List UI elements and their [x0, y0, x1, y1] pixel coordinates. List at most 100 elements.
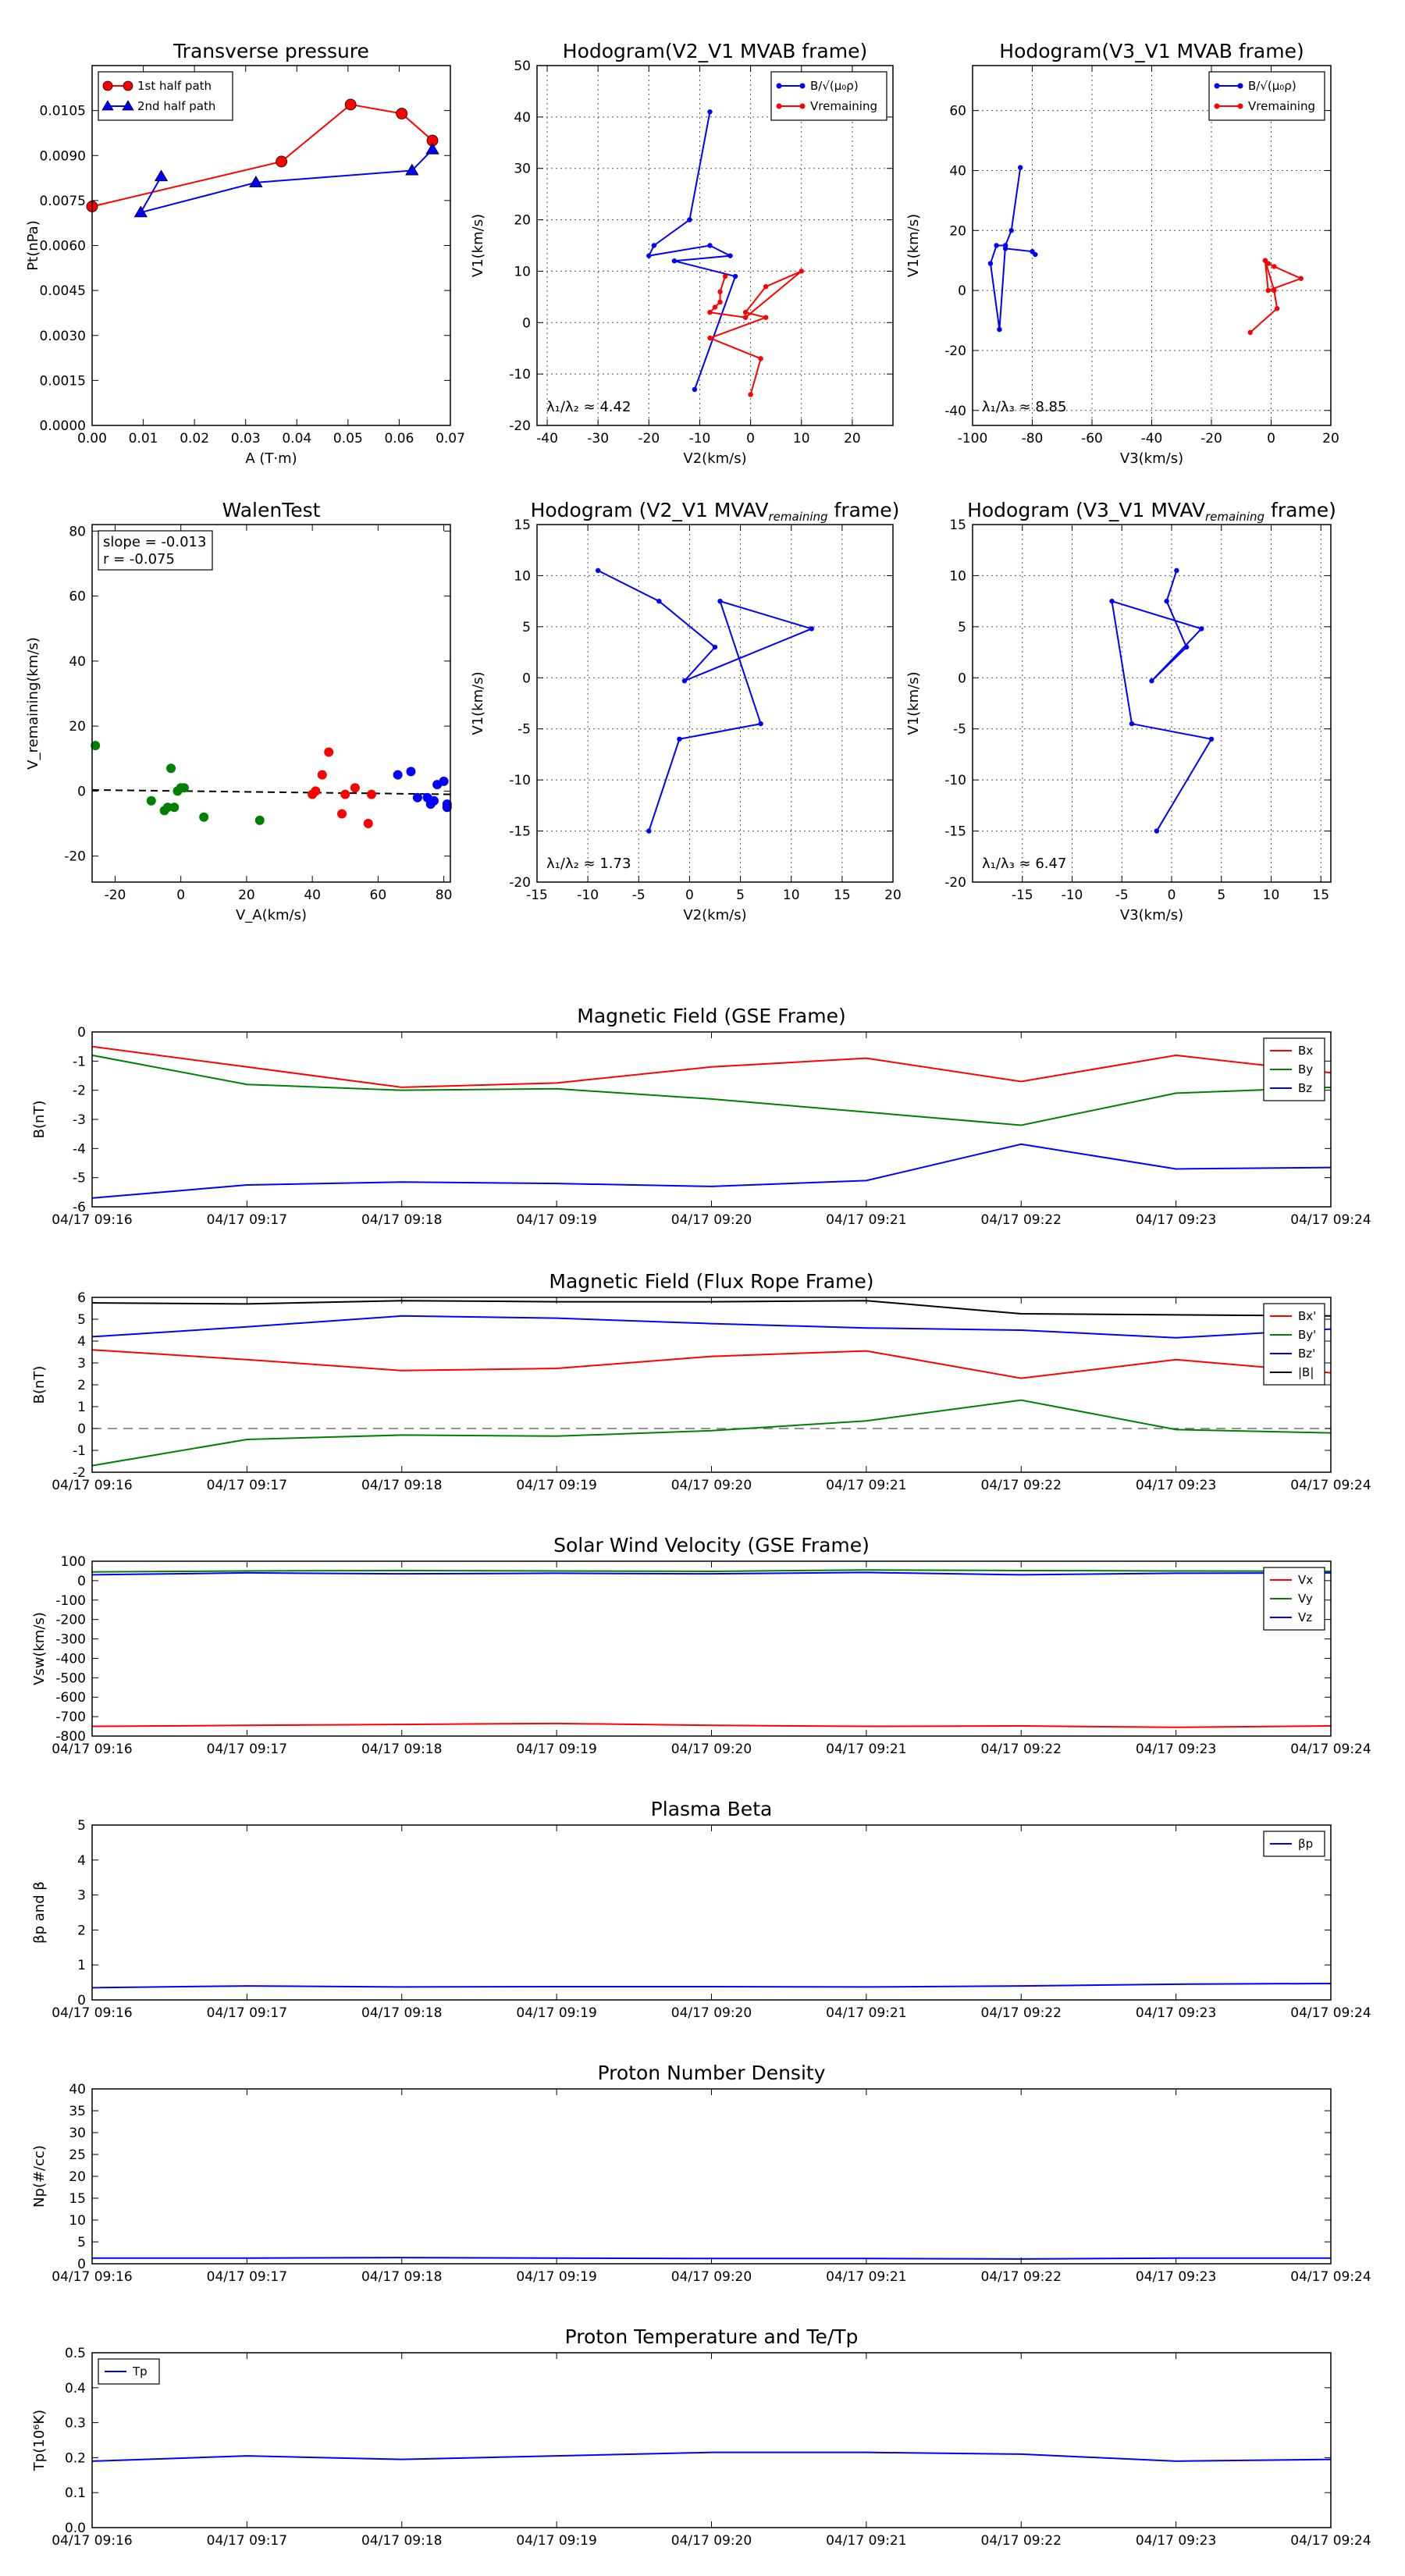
data-point [406, 767, 416, 777]
y-axis-label: V1(km/s) [905, 214, 922, 277]
data-point [393, 770, 403, 780]
y-tick-label: 10 [514, 264, 531, 279]
y-tick-label: 0 [522, 671, 531, 686]
chart-title: Magnetic Field (Flux Rope Frame) [549, 1270, 873, 1293]
y-tick-label: 2 [77, 1378, 86, 1393]
data-point [763, 315, 769, 320]
x-tick-label: 0.05 [333, 431, 363, 447]
y-tick-label: -10 [509, 367, 531, 382]
y-tick-label: -10 [509, 773, 531, 788]
y-tick-label: -10 [944, 773, 966, 788]
stats-box [98, 530, 213, 571]
x-tick-label: 04/17 09:17 [207, 2005, 287, 2021]
chart-title: Proton Number Density [598, 2062, 826, 2084]
x-tick-label: 0.01 [129, 431, 158, 447]
magnetic_field_gse-panel: 04/17 09:16 04/17 09:17 04/17 09:18 04/17 0… [31, 1005, 1371, 1228]
y-tick-label: 0 [77, 1421, 86, 1437]
legend-box [1208, 71, 1325, 121]
data-point [344, 98, 357, 111]
ratio-annotation: λ₁/λ₂ ≈ 4.42 [546, 399, 631, 415]
y-tick-label: 20 [69, 719, 86, 735]
x-tick-label: 04/17 09:20 [671, 2005, 752, 2021]
data-point [717, 299, 723, 305]
x-tick-label: 04/17 09:17 [207, 1742, 287, 1757]
chart-title: Hodogram(V2_V1 MVAB frame) [563, 40, 867, 62]
legend-label: B/√(μ₀ρ) [1248, 79, 1297, 93]
data-point [1272, 264, 1277, 269]
y-tick-label: -700 [55, 1710, 86, 1725]
legend-label: Bx [1298, 1044, 1313, 1058]
data-point [1002, 246, 1008, 251]
data-point [1129, 720, 1135, 727]
y-axis-label: Np(#/cc) [31, 2145, 48, 2208]
y-tick-label: 5 [77, 1312, 86, 1328]
data-point [1199, 626, 1204, 632]
y-tick-label: 0.0 [65, 2521, 86, 2536]
y-tick-label: -20 [944, 875, 966, 891]
series-line-0 [91, 1349, 1332, 1379]
x-tick-label: 20 [884, 888, 902, 903]
series-line-0 [647, 112, 737, 390]
data-point [763, 283, 769, 290]
x-tick-label: 5 [736, 888, 745, 903]
series-line-1 [91, 1054, 1332, 1126]
y-tick-label: 0.0000 [40, 418, 86, 434]
x-tick-label: 04/17 09:20 [671, 2533, 752, 2549]
chart-title: Hodogram(V3_V1 MVAB frame) [999, 40, 1304, 62]
legend-label: βp [1298, 1837, 1313, 1851]
series-line-2 [91, 1143, 1332, 1199]
data-point [317, 770, 327, 780]
x-tick-label: 04/17 09:20 [671, 2269, 752, 2285]
data-point [742, 315, 749, 320]
y-tick-label: 30 [69, 2126, 86, 2141]
data-point [1265, 287, 1271, 294]
x-tick-label: 04/17 09:23 [1136, 1478, 1216, 1493]
y-tick-label: -6 [73, 1200, 86, 1215]
x-axis-label: V2(km/s) [683, 450, 746, 467]
x-tick-label: 15 [834, 888, 851, 903]
x-tick-label: 60 [370, 888, 387, 903]
magnetic_field_fluxrope-panel: 04/17 09:16 04/17 09:17 04/17 09:18 04/17 0… [31, 1270, 1371, 1493]
legend-label: Vx [1298, 1573, 1313, 1587]
y-tick-label: 60 [949, 104, 966, 119]
series-line-1 [91, 1399, 1332, 1467]
data-point [154, 169, 169, 182]
data-point [1174, 568, 1179, 574]
data-point [1033, 251, 1038, 258]
y-tick-label: -800 [55, 1729, 86, 1745]
legend-label: By [1298, 1062, 1313, 1076]
y-tick-label: -20 [64, 849, 86, 865]
legend-box [1263, 1303, 1325, 1386]
y-tick-label: 40 [949, 163, 966, 179]
x-tick-label: 20 [238, 888, 255, 903]
data-point [350, 783, 360, 793]
chart-title: Proton Temperature and Te/Tp [565, 2325, 859, 2348]
magnetic_field_gse-frame [91, 1031, 1332, 1208]
transverse_pressure-frame [91, 65, 451, 426]
proton_density-panel: 04/17 09:16 04/17 09:17 04/17 09:18 04/17 0… [31, 2062, 1371, 2285]
x-tick-label: -5 [632, 888, 646, 903]
x-tick-label: 04/17 09:17 [207, 1478, 287, 1493]
data-point [809, 626, 814, 632]
legend-marker [101, 100, 114, 111]
x-tick-label: 20 [1322, 431, 1339, 447]
legend-label: Vy [1298, 1592, 1313, 1606]
x-tick-label: 5 [1217, 888, 1225, 903]
plasma_beta-panel: 04/17 09:16 04/17 09:17 04/17 09:18 04/17 0… [31, 1798, 1371, 2021]
data-point [396, 108, 408, 119]
x-tick-label: 04/17 09:22 [981, 1212, 1062, 1228]
x-tick-label: 04/17 09:18 [361, 2269, 442, 2285]
x-axis-label: A (T·m) [245, 450, 297, 467]
y-tick-label: -600 [55, 1690, 86, 1706]
y-tick-label: 0.2 [65, 2450, 86, 2466]
data-point [717, 289, 723, 294]
data-point [254, 815, 265, 825]
x-tick-label: 10 [793, 431, 810, 447]
data-point [987, 261, 994, 266]
x-tick-label: 04/17 09:16 [52, 1742, 132, 1757]
x-tick-label: 15 [1312, 888, 1329, 903]
x-tick-label: 04/17 09:21 [826, 1478, 906, 1493]
data-point [994, 243, 999, 248]
data-point [712, 644, 718, 650]
